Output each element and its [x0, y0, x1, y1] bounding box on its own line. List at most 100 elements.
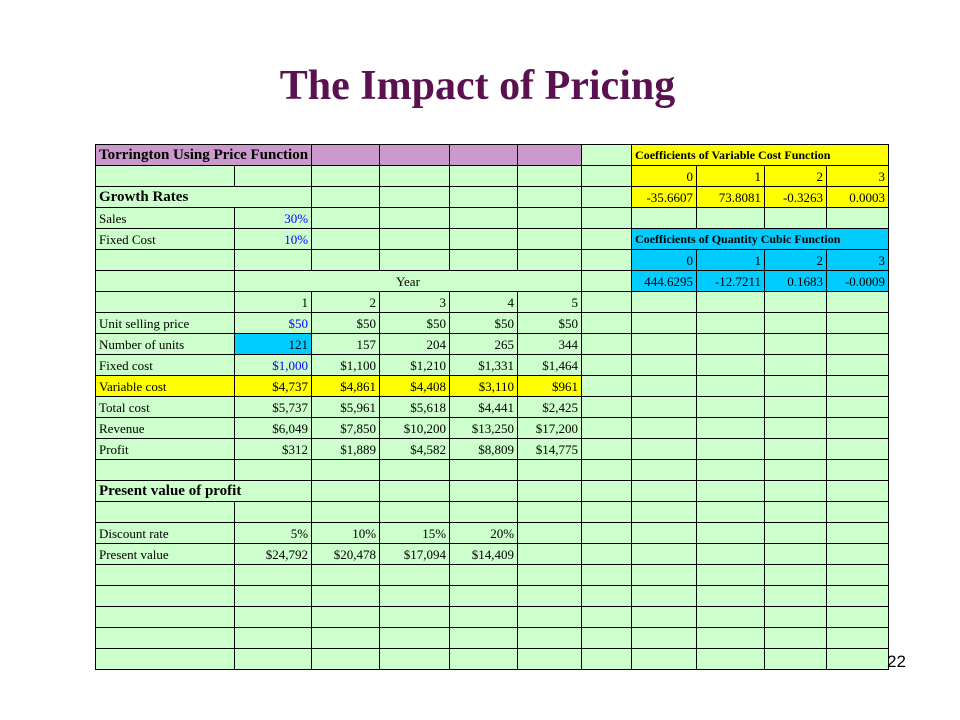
- row-label[interactable]: Variable cost: [95, 375, 235, 397]
- cell[interactable]: [826, 627, 890, 649]
- cell[interactable]: [449, 459, 519, 481]
- cell[interactable]: [95, 627, 235, 649]
- cell[interactable]: [379, 186, 451, 208]
- cell[interactable]: [311, 501, 381, 523]
- cell[interactable]: [517, 207, 583, 229]
- cell[interactable]: [696, 648, 766, 670]
- cell[interactable]: [311, 627, 381, 649]
- cell[interactable]: [631, 291, 698, 313]
- cell[interactable]: [581, 186, 633, 208]
- cell[interactable]: [311, 648, 381, 670]
- cell[interactable]: [517, 543, 583, 565]
- year-number[interactable]: 4: [449, 291, 519, 313]
- cell[interactable]: [581, 417, 633, 439]
- cell[interactable]: [826, 648, 890, 670]
- cell[interactable]: [631, 312, 698, 334]
- value-cell[interactable]: $50: [379, 312, 451, 334]
- value-cell[interactable]: $2,425: [517, 396, 583, 418]
- cell[interactable]: [696, 564, 766, 586]
- value-cell[interactable]: $4,408: [379, 375, 451, 397]
- cell[interactable]: [311, 606, 381, 628]
- cell[interactable]: [581, 627, 633, 649]
- value-cell[interactable]: $4,582: [379, 438, 451, 460]
- cell[interactable]: [764, 438, 828, 460]
- cell[interactable]: [379, 480, 451, 502]
- cell[interactable]: [696, 480, 766, 502]
- cell[interactable]: [95, 564, 235, 586]
- cell[interactable]: [826, 501, 890, 523]
- cell[interactable]: [311, 207, 381, 229]
- cell[interactable]: [696, 438, 766, 460]
- coef-value[interactable]: 0.0003: [826, 186, 890, 208]
- variable-cost-coef-title[interactable]: Coefficients of Variable Cost Function: [631, 144, 890, 166]
- discount-rate[interactable]: 20%: [449, 522, 519, 544]
- coef-value[interactable]: 0.1683: [764, 270, 828, 292]
- cell[interactable]: [449, 249, 519, 271]
- cell[interactable]: [826, 438, 890, 460]
- cell[interactable]: [696, 606, 766, 628]
- cell[interactable]: [379, 627, 451, 649]
- cell[interactable]: [95, 606, 235, 628]
- cell[interactable]: [233, 501, 313, 523]
- cell[interactable]: [764, 333, 828, 355]
- cell[interactable]: [95, 249, 235, 271]
- cell[interactable]: [696, 396, 766, 418]
- value-cell[interactable]: $4,737: [233, 375, 313, 397]
- cell[interactable]: [826, 459, 890, 481]
- cell[interactable]: [826, 564, 890, 586]
- year-number[interactable]: 3: [379, 291, 451, 313]
- coef-index[interactable]: 2: [764, 165, 828, 187]
- cell[interactable]: [631, 438, 698, 460]
- present-value[interactable]: $14,409: [449, 543, 519, 565]
- coef-value[interactable]: -35.6607: [631, 186, 698, 208]
- discount-rate[interactable]: 10%: [311, 522, 381, 544]
- cell[interactable]: [449, 165, 519, 187]
- cell[interactable]: [311, 144, 381, 166]
- present-value[interactable]: $17,094: [379, 543, 451, 565]
- cell[interactable]: [631, 354, 698, 376]
- cell[interactable]: [696, 291, 766, 313]
- cell[interactable]: [517, 648, 583, 670]
- cell[interactable]: [764, 375, 828, 397]
- cell[interactable]: [311, 165, 381, 187]
- cell[interactable]: [311, 228, 381, 250]
- cell[interactable]: [826, 522, 890, 544]
- cell[interactable]: [95, 291, 235, 313]
- cell[interactable]: [696, 312, 766, 334]
- cell[interactable]: [517, 522, 583, 544]
- present-value[interactable]: $20,478: [311, 543, 381, 565]
- cell[interactable]: [517, 144, 583, 166]
- value-cell[interactable]: $1,331: [449, 354, 519, 376]
- year-number[interactable]: 2: [311, 291, 381, 313]
- cell[interactable]: [379, 585, 451, 607]
- cell[interactable]: [764, 564, 828, 586]
- cell[interactable]: [631, 375, 698, 397]
- cell[interactable]: [95, 165, 235, 187]
- value-cell[interactable]: $1,000: [233, 354, 313, 376]
- cell[interactable]: [764, 312, 828, 334]
- coef-value[interactable]: -0.3263: [764, 186, 828, 208]
- cell[interactable]: [517, 627, 583, 649]
- value-cell[interactable]: $1,210: [379, 354, 451, 376]
- coef-index[interactable]: 1: [696, 249, 766, 271]
- cell[interactable]: [581, 144, 633, 166]
- cell[interactable]: [449, 627, 519, 649]
- coef-index[interactable]: 0: [631, 165, 698, 187]
- cell[interactable]: [696, 501, 766, 523]
- row-label[interactable]: Discount rate: [95, 522, 235, 544]
- value-cell[interactable]: $4,441: [449, 396, 519, 418]
- row-label[interactable]: Unit selling price: [95, 312, 235, 334]
- coef-index[interactable]: 0: [631, 249, 698, 271]
- cell[interactable]: [517, 480, 583, 502]
- cell[interactable]: [311, 186, 381, 208]
- value-cell[interactable]: $1,100: [311, 354, 381, 376]
- cell[interactable]: [826, 480, 890, 502]
- value-cell[interactable]: 265: [449, 333, 519, 355]
- row-label[interactable]: Sales: [95, 207, 235, 229]
- cell[interactable]: [826, 396, 890, 418]
- present-value[interactable]: $24,792: [233, 543, 313, 565]
- cell[interactable]: [379, 228, 451, 250]
- cell[interactable]: [581, 207, 633, 229]
- discount-rate[interactable]: 15%: [379, 522, 451, 544]
- value-cell[interactable]: $3,110: [449, 375, 519, 397]
